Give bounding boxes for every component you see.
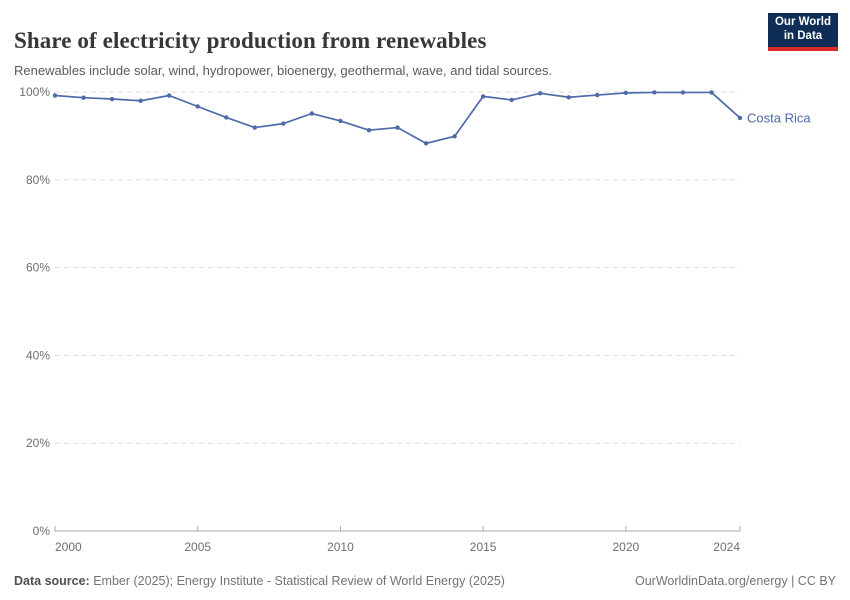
data-point-2019[interactable] [595,92,600,98]
y-tick-label-100: 100% [19,85,50,99]
data-point-2013[interactable] [423,141,429,146]
data-point-2006[interactable] [224,115,229,120]
data-point-2018[interactable] [566,95,571,100]
data-point-2000[interactable] [52,93,58,98]
data-point-2005[interactable] [195,104,200,109]
data-point-2017[interactable] [538,91,543,96]
data-point-2016[interactable] [509,97,514,103]
data-source-label: Data source: [14,574,90,588]
page-title: Share of electricity production from ren… [14,28,487,54]
data-source[interactable]: Data source: Ember (2025); Energy Instit… [14,574,505,588]
data-point-2003[interactable] [138,98,143,103]
chart-footer: Data source: Ember (2025); Energy Instit… [0,574,850,588]
y-tick-label-40: 40% [26,348,50,362]
data-point-2012[interactable] [395,125,400,130]
data-point-2010[interactable] [338,118,343,124]
data-point-2023[interactable] [709,90,714,95]
series-end-label: Costa Rica [747,110,811,125]
y-tick-label-60: 60% [26,261,50,275]
data-point-2024[interactable] [737,115,743,121]
owid-logo-line1: Our World [774,16,831,29]
x-tick-label-2020: 2020 [612,540,639,554]
owid-logo[interactable]: Our World in Data [768,13,838,51]
y-tick-label-0: 0% [33,524,51,538]
y-tick-label-20: 20% [26,436,50,450]
data-point-2015[interactable] [480,94,486,99]
x-tick-label-2015: 2015 [470,540,497,554]
data-source-text: Ember (2025); Energy Institute - Statist… [89,574,505,588]
data-point-2004[interactable] [166,93,172,98]
x-tick-label-2010: 2010 [327,540,354,554]
license-link[interactable]: OurWorldinData.org/energy | CC BY [634,574,836,588]
chart-subtitle: Renewables include solar, wind, hydropow… [14,63,553,78]
x-tick-label-2024: 2024 [713,540,740,554]
x-tick-label-2005: 2005 [184,540,211,554]
data-point-2001[interactable] [81,95,86,100]
data-point-2014[interactable] [452,134,457,139]
y-tick-label-80: 80% [26,173,50,187]
series-line-costa-rica[interactable] [54,91,741,145]
data-point-2020[interactable] [623,90,629,96]
data-point-2008[interactable] [281,121,286,126]
data-point-2002[interactable] [109,96,115,102]
x-tick-label-2000: 2000 [55,540,82,554]
data-point-2009[interactable] [309,111,315,116]
data-point-2022[interactable] [680,90,686,95]
data-point-2007[interactable] [252,125,257,130]
data-point-2011[interactable] [366,127,372,133]
data-point-2021[interactable] [652,90,657,95]
owid-logo-line2: in Data [783,30,823,42]
